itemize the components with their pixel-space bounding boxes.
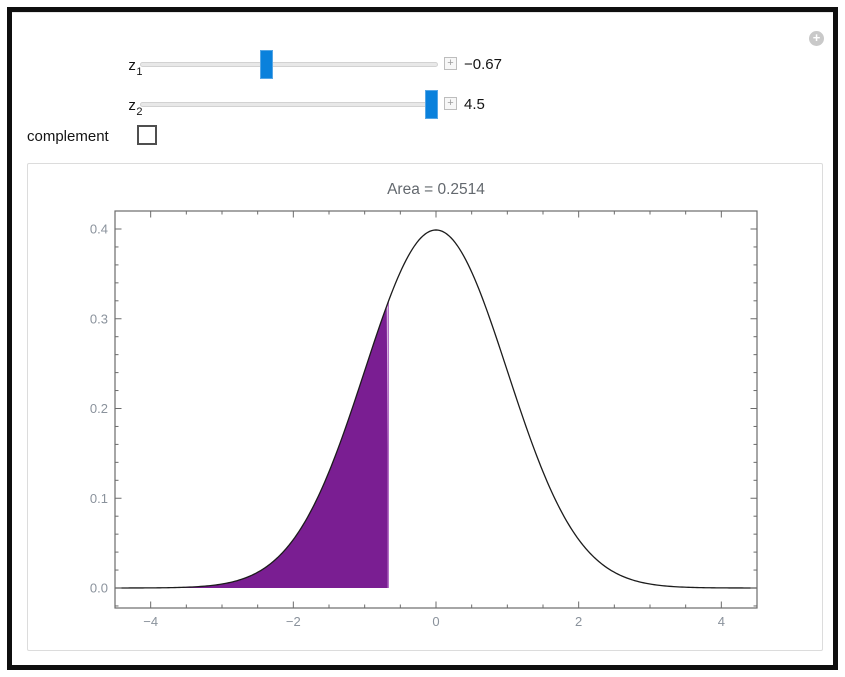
slider-z2-handle[interactable] [425, 90, 438, 119]
x-tick-label: 4 [718, 614, 725, 629]
slider-z1-handle[interactable] [260, 50, 274, 79]
normal-distribution-plot: −4 −2 0 2 4 0.0 0.1 0.2 0.3 0.4 Area = 0.2514 [90, 181, 758, 629]
x-tick-label: 2 [575, 614, 582, 629]
slider-z2-label: z2 [108, 97, 143, 118]
slider-z2-expand-button[interactable]: + [444, 97, 457, 110]
plot-title: Area = 0.2514 [387, 181, 485, 198]
plus-circle-icon: + [812, 30, 821, 45]
z2-label-text: z [128, 97, 136, 114]
plot-frame [114, 210, 758, 609]
y-tick-label: 0.2 [90, 401, 108, 416]
x-tick-label: −2 [286, 614, 301, 629]
slider-z1-expand-button[interactable]: + [444, 57, 457, 70]
y-tick-label: 0.3 [90, 311, 108, 326]
window-top-edge [12, 12, 833, 13]
plot-panel: −4 −2 0 2 4 0.0 0.1 0.2 0.3 0.4 Area = 0.2514 [27, 163, 823, 651]
z2-label-subscript: 2 [136, 106, 143, 118]
slider-z1-label: z1 [108, 57, 143, 78]
complement-checkbox-label: complement [27, 128, 109, 145]
y-tick-label: 0.1 [90, 491, 108, 506]
y-tick-label: 0.4 [90, 222, 108, 237]
slider-z2-value: 4.5 [464, 96, 485, 113]
normal-curve [114, 229, 758, 589]
slider-z1-value: −0.67 [464, 56, 502, 73]
slider-z2-track[interactable] [140, 102, 438, 107]
z1-label-subscript: 1 [136, 66, 143, 78]
shaded-area [115, 305, 389, 588]
slider-z1-track[interactable] [140, 62, 438, 67]
x-tick-label: 0 [432, 614, 439, 629]
complement-checkbox[interactable] [137, 125, 157, 145]
y-tick-label: 0.0 [90, 581, 108, 596]
x-tick-label: −4 [143, 614, 158, 629]
z1-label-text: z [128, 57, 136, 74]
manipulate-expander-button[interactable]: + [809, 31, 824, 46]
manipulate-window: + z1 + −0.67 z2 + 4.5 complement −4 −2 0 2 4… [7, 7, 838, 670]
